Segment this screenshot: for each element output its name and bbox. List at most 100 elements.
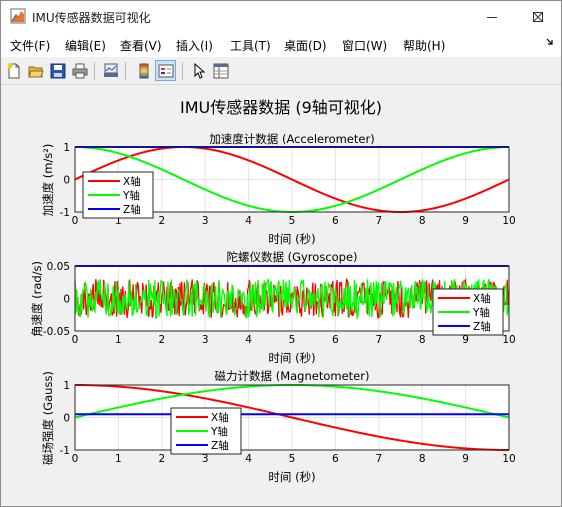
legend-label-z: Z轴 (123, 203, 141, 216)
menu-insert[interactable]: 插入(I) (176, 39, 213, 53)
gyroscope-subplot[interactable]: 陀螺仪数据 (Gyroscope) 0 1 2 3 4 5 6 7 8 9 10-0.0500.05… (30, 250, 516, 365)
link-plot-icon (103, 63, 118, 77)
minimize-button[interactable] (469, 1, 515, 32)
axes-box (74, 384, 510, 451)
x-tick-label: 3 (202, 215, 209, 227)
new-figure-button[interactable] (3, 60, 24, 81)
x-tick-label: 2 (158, 215, 165, 227)
insert-legend-button[interactable] (155, 60, 176, 81)
y-tick-label: 0 (63, 413, 70, 425)
menu-overflow-arrow-icon[interactable] (545, 37, 555, 47)
x-tick-label: 1 (115, 453, 122, 465)
x-tick-label: 0 (72, 453, 79, 465)
figure-toolbar (1, 57, 561, 85)
x-tick-label: 7 (375, 215, 382, 227)
y-tick-label: 1 (63, 380, 70, 392)
menu-help[interactable]: 帮助(H) (403, 39, 446, 53)
x-tick-label: 10 (502, 334, 515, 346)
x-tick-label: 3 (202, 334, 209, 346)
x-tick-label: 1 (115, 334, 122, 346)
minimize-icon (487, 16, 497, 18)
x-tick-label: 4 (245, 334, 252, 346)
y-tick-label: 0 (63, 175, 70, 187)
menu-desktop[interactable]: 桌面(D) (284, 39, 327, 53)
accelerometer-xlabel: 时间 (秒) (268, 232, 315, 246)
legend-label-z: Z轴 (211, 439, 229, 452)
magnetometer-xlabel: 时间 (秒) (268, 470, 315, 484)
x-tick-label: 8 (419, 334, 426, 346)
x-tick-label: 0 (72, 334, 79, 346)
gyroscope-ylabel: 角速度 (rad/s) (30, 261, 44, 337)
magnetometer-subplot[interactable]: 磁力计数据 (Magnetometer) 0 1 2 3 4 5 6 7 8 9 10-101X轴Y… (41, 369, 516, 484)
menu-edit[interactable]: 编辑(E) (65, 39, 106, 53)
figure-suptitle: IMU传感器数据 (9轴可视化) (180, 98, 382, 117)
figure-canvas: IMU传感器数据 (9轴可视化) 加速度计数据 (Accelerometer) … (30, 98, 516, 484)
x-tick-label: 5 (289, 334, 296, 346)
series-line-x (74, 145, 510, 214)
close-icon (533, 11, 543, 22)
accelerometer-ylabel: 加速度 (m/s²) (41, 144, 55, 217)
pointer-button[interactable] (188, 60, 209, 81)
x-tick-label: 1 (115, 215, 122, 227)
menu-file[interactable]: 文件(F) (10, 39, 51, 53)
x-tick-label: 3 (202, 453, 209, 465)
gyroscope-xlabel: 时间 (秒) (268, 351, 315, 365)
accelerometer-title: 加速度计数据 (Accelerometer) (209, 132, 374, 146)
axes-box (74, 265, 510, 332)
magnetometer-ylabel: 磁场强度 (Gauss) (41, 371, 55, 465)
series-line-x (75, 384, 509, 451)
title-bar[interactable]: IMU传感器数据可视化 (1, 1, 561, 32)
x-tick-label: 7 (375, 334, 382, 346)
legend-label-y: Y轴 (122, 189, 140, 202)
x-tick-label: 9 (462, 334, 469, 346)
x-tick-label: 0 (72, 215, 79, 227)
y-tick-label: -0.05 (43, 326, 70, 338)
maximize-icon (533, 11, 543, 22)
matlab-app-icon (10, 8, 26, 24)
x-tick-label: 5 (289, 215, 296, 227)
toolbar-separator (125, 62, 126, 80)
save-button[interactable] (47, 60, 68, 81)
x-tick-label: 4 (245, 453, 252, 465)
pointer-icon (194, 62, 205, 79)
insert-legend-icon (158, 64, 173, 77)
x-tick-label: 6 (332, 215, 339, 227)
x-tick-label: 6 (332, 453, 339, 465)
property-inspector-button[interactable] (210, 60, 231, 81)
window-title: IMU传感器数据可视化 (32, 11, 151, 25)
legend-label-x: X轴 (211, 411, 229, 424)
toolbar-separator (94, 62, 95, 80)
open-file-icon (27, 66, 44, 77)
menu-tools[interactable]: 工具(T) (230, 39, 271, 53)
maximize-button[interactable] (515, 1, 561, 32)
y-tick-label: 0.05 (47, 261, 70, 273)
insert-colorbar-icon (139, 63, 148, 78)
gyroscope-title: 陀螺仪数据 (Gyroscope) (226, 250, 357, 264)
x-tick-label: 7 (375, 453, 382, 465)
y-tick-label: -1 (60, 207, 70, 219)
print-icon (72, 63, 87, 78)
insert-colorbar-button[interactable] (133, 60, 154, 81)
x-tick-label: 9 (462, 453, 469, 465)
menu-view[interactable]: 查看(V) (120, 39, 162, 53)
legend-label-x: X轴 (473, 292, 491, 305)
x-tick-label: 10 (502, 453, 515, 465)
accelerometer-subplot[interactable]: 加速度计数据 (Accelerometer) 0 1 2 3 4 5 6 7 8 9 10-101X… (41, 132, 516, 246)
close-button[interactable] (515, 1, 561, 32)
open-file-button[interactable] (25, 60, 46, 81)
y-tick-label: 0 (63, 294, 70, 306)
print-button[interactable] (69, 60, 90, 81)
toolbar-separator (182, 62, 183, 80)
x-tick-label: 5 (289, 453, 296, 465)
x-tick-label: 8 (419, 215, 426, 227)
link-plot-button[interactable] (100, 60, 121, 81)
menu-window[interactable]: 窗口(W) (342, 39, 388, 53)
x-tick-label: 8 (419, 453, 426, 465)
legend-label-z: Z轴 (473, 320, 491, 333)
legend-label-x: X轴 (123, 175, 141, 188)
x-tick-label: 2 (158, 334, 165, 346)
